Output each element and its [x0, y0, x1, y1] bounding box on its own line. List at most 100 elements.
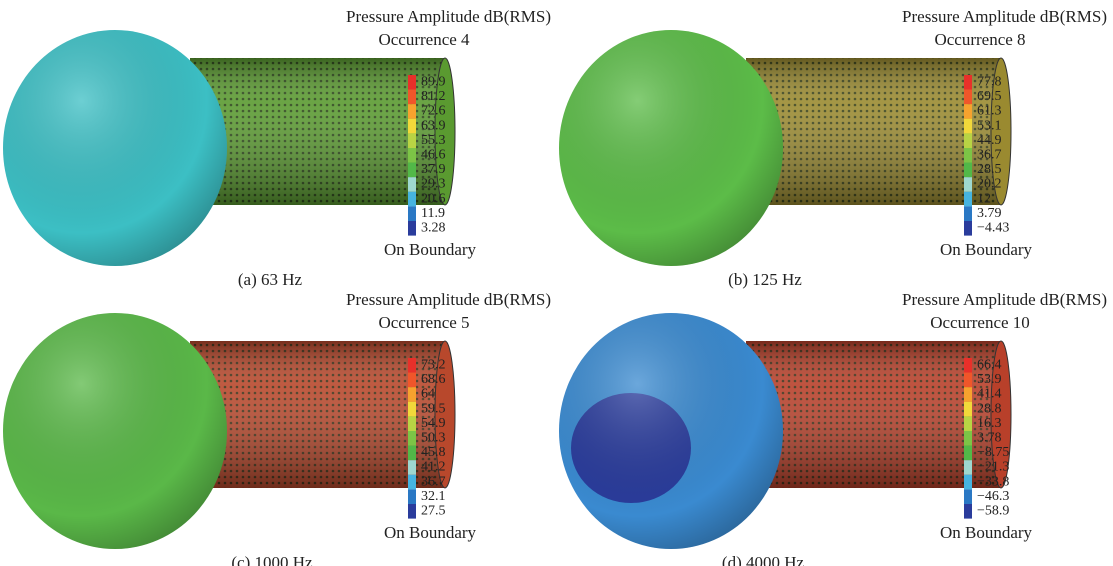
- legend-swatch: [408, 460, 416, 475]
- legend-footer: On Boundary: [384, 240, 477, 259]
- legend-label: 46.6: [421, 148, 446, 163]
- legend-label: 44.9: [977, 133, 1002, 148]
- legend-label: −21.3: [977, 460, 1009, 475]
- legend-label: 54.9: [421, 416, 446, 431]
- legend-swatch: [964, 489, 972, 504]
- legend-occurrence: Occurrence 4: [378, 30, 470, 49]
- legend-swatch: [408, 431, 416, 446]
- sphere-shade: [3, 313, 227, 549]
- legend-label: 11.9: [421, 206, 445, 221]
- panel-caption: (a) 63 Hz: [238, 270, 303, 289]
- legend-label: 45.8: [421, 445, 446, 460]
- legend-swatch: [408, 402, 416, 417]
- legend-label: 36.7: [977, 148, 1002, 163]
- legend-label: 68.6: [421, 372, 446, 387]
- legend-swatch: [964, 373, 972, 388]
- legend-label: 53.1: [977, 118, 1002, 133]
- legend-swatch: [408, 177, 416, 192]
- legend-swatch: [964, 133, 972, 148]
- legend-label: 50.3: [421, 431, 446, 446]
- legend-label: 61.3: [977, 104, 1002, 119]
- legend-label: 53.9: [977, 372, 1002, 387]
- legend-swatch: [964, 75, 972, 90]
- legend-swatch: [964, 431, 972, 446]
- legend-label: 37.9: [421, 162, 446, 177]
- legend-label: 27.5: [421, 504, 446, 519]
- legend-swatch: [964, 446, 972, 461]
- legend-label: 12: [977, 191, 991, 206]
- panel-caption: (d) 4000 Hz: [722, 553, 805, 566]
- legend-label: −8.75: [977, 445, 1009, 460]
- legend-label: 16.3: [977, 416, 1002, 431]
- legend-swatch: [408, 475, 416, 490]
- legend-label: 89.9: [421, 75, 446, 90]
- legend-label: 20.6: [421, 191, 446, 206]
- cylinder-shade: [746, 341, 1001, 488]
- legend-swatch: [964, 221, 972, 236]
- legend-label: −46.3: [977, 489, 1009, 504]
- legend-swatch: [964, 358, 972, 373]
- legend-label: 29.3: [421, 177, 446, 192]
- sphere-shade: [559, 313, 783, 549]
- legend-label: −4.43: [977, 221, 1009, 236]
- legend-label: 63.9: [421, 118, 446, 133]
- legend-swatch: [964, 163, 972, 178]
- legend-swatch: [408, 75, 416, 90]
- legend-swatch: [408, 221, 416, 236]
- legend-occurrence: Occurrence 8: [934, 30, 1025, 49]
- legend-swatch: [964, 90, 972, 105]
- legend-label: 36.7: [421, 474, 446, 489]
- legend-footer: On Boundary: [940, 240, 1033, 259]
- legend-label: 20.2: [977, 177, 1002, 192]
- legend-label: 72.6: [421, 104, 446, 119]
- legend-label: 32.1: [421, 489, 446, 504]
- legend-swatch: [408, 358, 416, 373]
- legend-label: 69.5: [977, 89, 1002, 104]
- legend-label: 3.78: [977, 431, 1002, 446]
- legend-swatch: [408, 387, 416, 402]
- legend-label: 28.8: [977, 401, 1002, 416]
- figure: Pressure Amplitude dB(RMS) Occurrence 4 89…: [0, 0, 1113, 566]
- legend-swatch: [408, 489, 416, 504]
- legend-swatch: [408, 504, 416, 519]
- legend-title: Pressure Amplitude dB(RMS): [346, 7, 551, 26]
- legend-label: 64: [421, 387, 435, 402]
- legend-swatch: [964, 402, 972, 417]
- legend-swatch: [964, 192, 972, 207]
- panel-caption: (b) 125 Hz: [728, 270, 802, 289]
- legend-swatch: [964, 460, 972, 475]
- legend-swatch: [408, 133, 416, 148]
- legend-swatch: [408, 416, 416, 431]
- legend-label: −58.9: [977, 504, 1009, 519]
- legend-swatch: [408, 104, 416, 119]
- legend-occurrence: Occurrence 5: [378, 313, 469, 332]
- legend-swatch: [964, 177, 972, 192]
- legend-swatch: [408, 206, 416, 221]
- legend-swatch: [408, 119, 416, 134]
- legend-swatch: [408, 192, 416, 207]
- legend-swatch: [964, 206, 972, 221]
- legend-label: 3.28: [421, 221, 446, 236]
- cylinder-shade: [746, 58, 1001, 205]
- legend-label: 41.4: [977, 387, 1002, 402]
- legend-label: 55.3: [421, 133, 446, 148]
- legend-label: 77.8: [977, 75, 1002, 90]
- legend-label: 3.79: [977, 206, 1002, 221]
- legend-label: 73.2: [421, 358, 446, 373]
- legend-swatch: [408, 90, 416, 105]
- cylinder-shade: [190, 341, 445, 488]
- legend-title: Pressure Amplitude dB(RMS): [346, 290, 551, 309]
- legend-label: 28.5: [977, 162, 1002, 177]
- legend-footer: On Boundary: [384, 523, 477, 542]
- panel-caption: (c) 1000 Hz: [231, 553, 313, 566]
- legend-label: 41.2: [421, 460, 446, 475]
- legend-occurrence: Occurrence 10: [930, 313, 1030, 332]
- legend-swatch: [964, 387, 972, 402]
- sphere-shade: [3, 30, 227, 266]
- legend-swatch: [964, 504, 972, 519]
- legend-footer: On Boundary: [940, 523, 1033, 542]
- legend-swatch: [964, 119, 972, 134]
- cylinder-shade: [190, 58, 445, 205]
- sphere-shade: [559, 30, 783, 266]
- legend-label: −33.8: [977, 474, 1009, 489]
